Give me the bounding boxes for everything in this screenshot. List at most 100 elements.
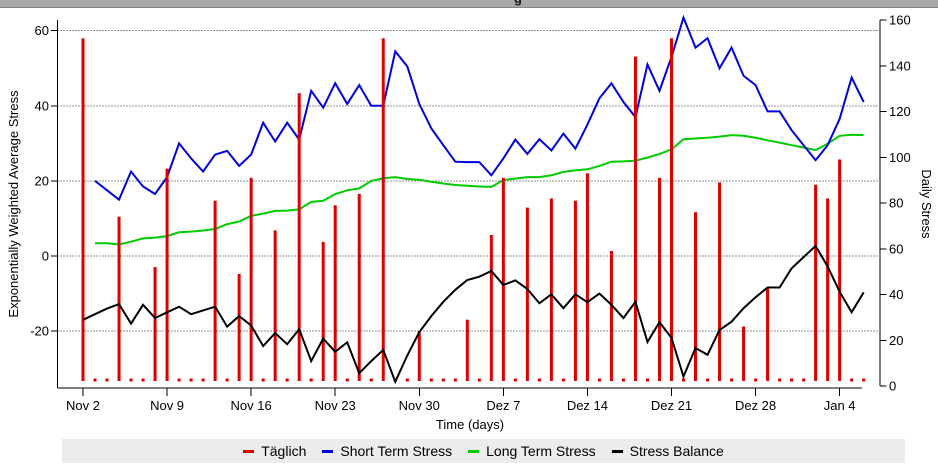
svg-text:Nov 23: Nov 23: [315, 398, 356, 413]
daily-stress-bar: [213, 200, 217, 381]
legend-label-stress-balance: Stress Balance: [629, 443, 724, 459]
svg-text:Nov 2: Nov 2: [66, 398, 100, 413]
daily-stress-bar: [585, 173, 589, 381]
daily-stress-bar: [249, 177, 253, 381]
daily-stress-bar: [153, 267, 157, 381]
legend-item-short-term-stress[interactable]: Short Term Stress: [322, 443, 452, 459]
series-line: [82, 244, 865, 385]
legend-label-short-term-stress: Short Term Stress: [340, 443, 453, 459]
svg-text:100: 100: [889, 150, 911, 165]
daily-stress-bar: [525, 207, 529, 381]
svg-text:160: 160: [889, 13, 911, 28]
daily-stress-dot: [682, 378, 685, 382]
series-line: [95, 133, 864, 246]
daily-stress-bar: [321, 241, 325, 381]
data-series: [81, 14, 866, 385]
svg-text:Dez 21: Dez 21: [651, 398, 692, 413]
daily-stress-dot: [778, 378, 782, 382]
daily-stress-dot: [645, 378, 649, 382]
daily-stress-bar: [297, 93, 301, 381]
svg-text:60: 60: [889, 241, 903, 256]
gridlines: [57, 30, 880, 332]
daily-stress-dot: [850, 378, 854, 382]
daily-stress-dot: [537, 378, 541, 382]
daily-stress-dot: [105, 378, 109, 382]
chart-legend: Täglich Short Term Stress Long Term Stre…: [62, 439, 905, 463]
daily-stress-dot: [405, 378, 409, 382]
svg-text:120: 120: [889, 104, 911, 119]
daily-stress-dot: [802, 378, 806, 382]
daily-stress-bar: [357, 193, 361, 381]
daily-stress-bar: [633, 56, 637, 381]
legend-item-stress-balance[interactable]: Stress Balance: [611, 443, 724, 459]
legend-item-taeglich[interactable]: Täglich: [243, 443, 306, 459]
svg-text:40: 40: [889, 287, 903, 302]
svg-text:Nov 16: Nov 16: [231, 398, 272, 413]
daily-stress-dot: [790, 378, 794, 382]
daily-stress-dot: [621, 378, 625, 382]
series-line: [94, 14, 865, 202]
legend-swatch-long-term-stress: [468, 449, 480, 453]
y-left-axis-title: Exponentially Weighted Average Stress: [6, 90, 21, 318]
svg-text:Dez 14: Dez 14: [567, 398, 608, 413]
svg-text:0: 0: [889, 379, 896, 394]
daily-stress-bar: [81, 38, 85, 382]
daily-stress-bar: [501, 177, 505, 381]
legend-swatch-taeglich: [243, 449, 255, 453]
daily-stress-dot: [862, 378, 866, 382]
daily-stress-bar: [489, 235, 493, 381]
svg-text:20: 20: [35, 173, 49, 188]
daily-stress-dot: [177, 378, 181, 382]
daily-stress-bar: [718, 182, 722, 381]
legend-swatch-stress-balance: [611, 449, 623, 453]
daily-stress-bar: [165, 168, 169, 381]
daily-stress-bar: [549, 198, 553, 381]
daily-stress-dot: [477, 378, 481, 382]
daily-stress-dot: [261, 378, 265, 382]
x-tick-labels: Nov 2 Nov 9 Nov 16 Nov 23 Nov 30 Dez 7 Dez 14 D…: [66, 398, 856, 413]
window-titlebar[interactable]: g: [0, 0, 938, 8]
daily-stress-dot: [225, 378, 229, 382]
window-title-text-clipped: g: [514, 0, 522, 6]
daily-stress-bar: [237, 273, 241, 381]
daily-stress-bar: [694, 212, 698, 381]
daily-stress-dot: [129, 378, 133, 382]
axes: [51, 19, 887, 396]
daily-stress-dot: [754, 378, 758, 382]
svg-text:-20: -20: [30, 324, 49, 339]
daily-stress-dot: [285, 378, 289, 382]
daily-stress-bar: [117, 216, 121, 381]
daily-stress-dot: [93, 378, 97, 382]
daily-stress-bar: [381, 38, 385, 382]
daily-stress-dot: [369, 378, 373, 382]
daily-stress-dot: [441, 378, 445, 382]
daily-stress-bar: [657, 177, 661, 381]
daily-stress-bar: [669, 38, 673, 382]
daily-stress-bar: [573, 200, 577, 381]
y-right-tick-labels: 160 140 120 100 80 60 40 20 0: [889, 13, 911, 394]
daily-stress-dot: [141, 378, 145, 382]
y-right-axis-title: Daily Stress: [919, 169, 934, 239]
legend-label-taeglich: Täglich: [261, 443, 307, 459]
daily-stress-dot: [189, 378, 193, 382]
daily-stress-bar: [609, 251, 613, 381]
svg-text:0: 0: [42, 249, 49, 264]
svg-text:40: 40: [35, 98, 49, 113]
daily-stress-bar: [838, 159, 842, 381]
legend-item-long-term-stress[interactable]: Long Term Stress: [468, 443, 596, 459]
daily-stress-dot: [345, 378, 349, 382]
svg-text:60: 60: [35, 23, 49, 38]
daily-stress-dot: [201, 378, 205, 382]
daily-stress-dot: [309, 378, 313, 382]
daily-stress-dot: [561, 378, 565, 382]
daily-stress-dot: [597, 378, 601, 382]
legend-label-long-term-stress: Long Term Stress: [486, 443, 596, 459]
daily-stress-bar: [742, 326, 746, 381]
daily-stress-bar: [333, 205, 337, 381]
svg-text:140: 140: [889, 58, 911, 73]
daily-stress-bar: [766, 287, 770, 381]
svg-text:80: 80: [889, 196, 903, 211]
x-axis-title: Time (days): [436, 417, 504, 432]
